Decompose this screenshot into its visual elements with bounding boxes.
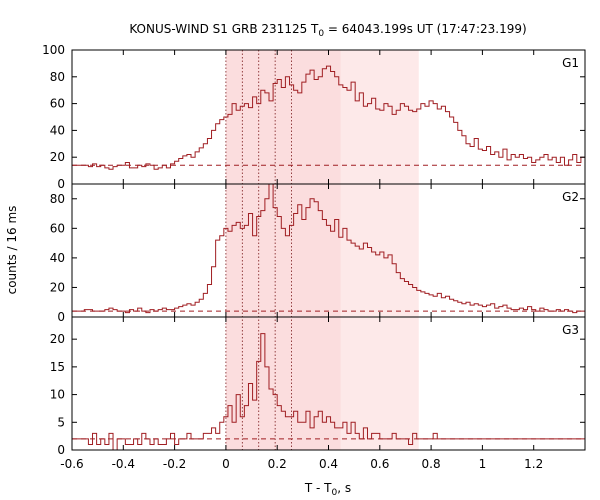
y-tick-label-g1-5: 100: [42, 43, 65, 57]
shaded-interval-2: [340, 50, 419, 450]
x-tick-label-4: 0.2: [268, 457, 287, 471]
histogram-series-g3: [72, 333, 585, 451]
chart-title-sub: 0: [318, 29, 324, 39]
shaded-interval-1: [225, 50, 341, 450]
y-tick-label-g3-1: 5: [57, 415, 65, 429]
x-tick-label-1: -0.4: [112, 457, 135, 471]
x-tick-label-9: 1.2: [524, 457, 543, 471]
y-tick-label-g1-0: 0: [57, 177, 65, 191]
panel-label-g3: G3: [562, 323, 579, 337]
y-tick-label-g3-0: 0: [57, 443, 65, 457]
y-axis-label: counts / 16 ms: [5, 206, 19, 295]
x-tick-label-0: -0.6: [60, 457, 83, 471]
y-tick-label-g1-1: 20: [50, 150, 65, 164]
x-axis-label: T - T0, s: [304, 481, 351, 498]
x-tick-label-5: 0.4: [319, 457, 338, 471]
panel-label-g2: G2: [562, 190, 579, 204]
x-axis-label-prefix: T - T: [304, 481, 332, 495]
y-tick-label-g2-4: 80: [50, 192, 65, 206]
x-tick-label-2: -0.2: [163, 457, 186, 471]
y-tick-label-g2-0: 0: [57, 310, 65, 324]
panel-g3: 0 5 10 15 20 G3: [50, 316, 586, 457]
x-axis-label-sub: 0: [332, 488, 338, 498]
panel-label-g1: G1: [562, 56, 579, 70]
y-tick-label-g3-2: 10: [50, 388, 65, 402]
y-tick-label-g2-3: 60: [50, 221, 65, 235]
chart-title-prefix: KONUS-WIND S1 GRB 231125 T: [129, 22, 319, 36]
y-tick-label-g1-3: 60: [50, 97, 65, 111]
histogram-series-g2: [72, 183, 585, 314]
y-tick-label-g1-2: 40: [50, 123, 65, 137]
y-tick-label-g2-2: 40: [50, 251, 65, 265]
y-tick-label-g3-4: 20: [50, 332, 65, 346]
x-axis-label-suffix: , s: [337, 481, 351, 495]
y-tick-label-g3-3: 15: [50, 360, 65, 374]
y-tick-label-g1-4: 80: [50, 70, 65, 84]
x-tick-label-8: 1: [479, 457, 487, 471]
chart-title: KONUS-WIND S1 GRB 231125 T0 = 64043.199s…: [129, 22, 526, 39]
x-tick-label-3: 0: [222, 457, 230, 471]
histogram-series-g1: [72, 65, 585, 170]
chart-title-suffix: = 64043.199s UT (17:47:23.199): [324, 22, 527, 36]
y-tick-label-g2-1: 20: [50, 280, 65, 294]
x-tick-label-7: 0.8: [422, 457, 441, 471]
x-tick-label-6: 0.6: [370, 457, 389, 471]
